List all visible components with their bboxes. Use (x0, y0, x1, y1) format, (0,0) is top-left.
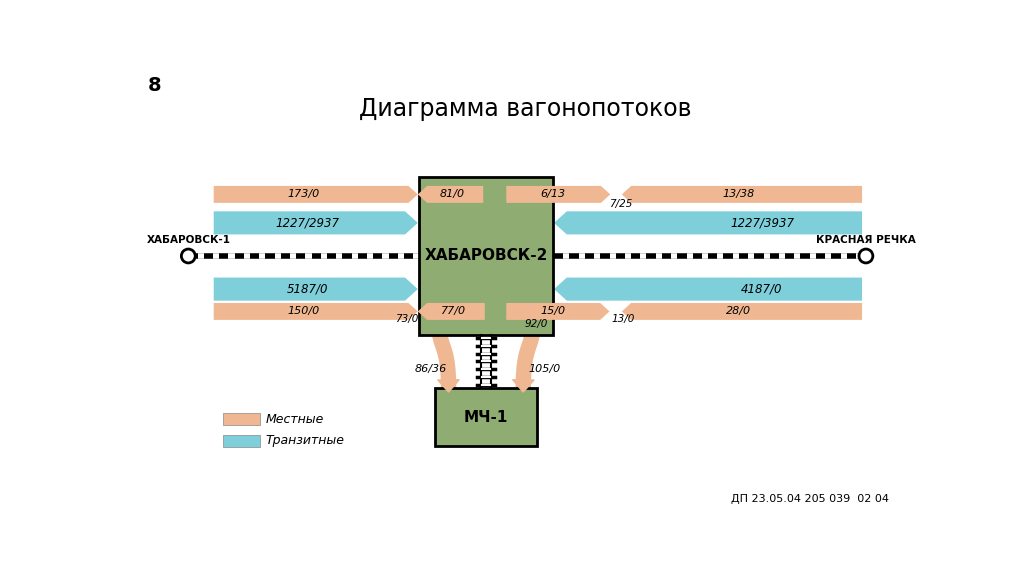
Text: 5187/0: 5187/0 (287, 282, 329, 296)
Circle shape (859, 249, 872, 263)
Text: 13/0: 13/0 (611, 314, 635, 324)
Text: Транзитные: Транзитные (265, 435, 344, 447)
Bar (223, 413, 260, 425)
Text: 77/0: 77/0 (441, 307, 467, 316)
Text: 7/25: 7/25 (609, 199, 633, 208)
Polygon shape (506, 186, 610, 203)
Polygon shape (622, 303, 862, 320)
Polygon shape (214, 278, 418, 301)
Polygon shape (622, 186, 862, 203)
Polygon shape (214, 303, 418, 320)
Text: КРАСНАЯ РЕЧКА: КРАСНАЯ РЕЧКА (816, 235, 915, 245)
Polygon shape (431, 320, 457, 389)
Polygon shape (423, 194, 549, 312)
Text: ХАБАРОВСК-1: ХАБАРОВСК-1 (146, 235, 230, 245)
Text: Диаграмма вагонопотоков: Диаграмма вагонопотоков (358, 97, 691, 121)
Text: 4187/0: 4187/0 (741, 282, 782, 296)
Text: 81/0: 81/0 (440, 189, 465, 199)
Polygon shape (214, 211, 418, 234)
Text: 1227/3937: 1227/3937 (730, 216, 794, 230)
Polygon shape (515, 320, 541, 389)
Polygon shape (423, 194, 549, 312)
Polygon shape (418, 303, 484, 320)
Text: 150/0: 150/0 (288, 307, 319, 316)
Text: Местные: Местные (265, 413, 324, 426)
Text: 15/0: 15/0 (540, 307, 565, 316)
Text: 92/0: 92/0 (524, 319, 548, 329)
Text: 6/13: 6/13 (540, 189, 565, 199)
Polygon shape (554, 211, 862, 234)
Text: 73/0: 73/0 (394, 314, 418, 324)
Text: 86/36: 86/36 (415, 364, 447, 374)
Polygon shape (437, 379, 459, 392)
Text: 28/0: 28/0 (726, 307, 752, 316)
Polygon shape (506, 303, 609, 320)
Polygon shape (214, 186, 418, 203)
Text: ДП 23.05.04 205 039  02 04: ДП 23.05.04 205 039 02 04 (731, 494, 889, 503)
Text: ХАБАРОВСК-2: ХАБАРОВСК-2 (424, 248, 548, 263)
Circle shape (181, 249, 196, 263)
Text: 1227/2937: 1227/2937 (275, 216, 340, 230)
Text: 105/0: 105/0 (528, 364, 561, 374)
Bar (435, 389, 538, 446)
Bar (419, 177, 553, 335)
Polygon shape (513, 379, 535, 392)
Polygon shape (554, 278, 862, 301)
Text: 173/0: 173/0 (288, 189, 319, 199)
Bar (223, 435, 260, 447)
Text: 8: 8 (147, 76, 161, 95)
Text: МЧ-1: МЧ-1 (464, 410, 508, 425)
Polygon shape (418, 186, 483, 203)
Text: 13/38: 13/38 (723, 189, 755, 199)
